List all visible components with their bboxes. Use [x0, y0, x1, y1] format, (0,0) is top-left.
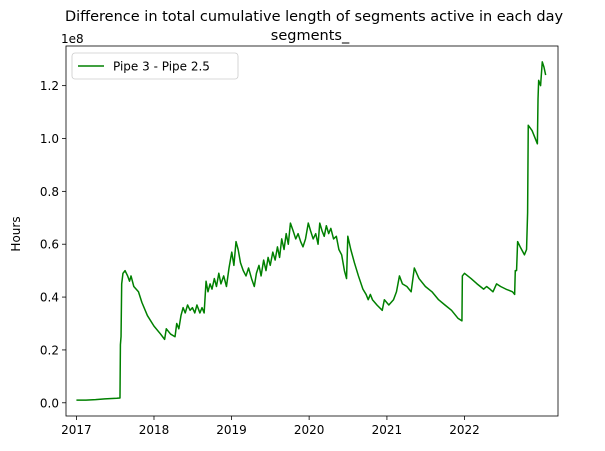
x-tick-label: 2018	[139, 423, 170, 437]
legend-label: Pipe 3 - Pipe 2.5	[113, 60, 210, 74]
y-tick-label: 1.0	[40, 132, 59, 146]
series-line-pipe3-minus-pipe2-5	[76, 61, 547, 401]
y-offset-label: 1e8	[61, 32, 84, 46]
legend-box	[71, 52, 239, 80]
x-axis-ticks: 2017 2018 2019 2020 2021 2022	[61, 416, 480, 437]
x-tick-label: 2022	[449, 423, 480, 437]
x-tick-label: 2017	[61, 423, 92, 437]
y-tick-label: 0.4	[40, 291, 59, 305]
x-tick-label: 2021	[372, 423, 403, 437]
y-tick-label: 1.2	[40, 79, 59, 93]
chart-title-line2: segments_	[271, 28, 350, 44]
y-axis-ticks: 0.0 0.2 0.4 0.6 0.8 1.0 1.2	[40, 79, 66, 410]
y-tick-label: 0.0	[40, 396, 59, 410]
chart-title: Difference in total cumulative length of…	[65, 9, 564, 25]
plot-frame	[65, 45, 559, 417]
y-axis-label: Hours	[9, 216, 23, 251]
plot-area	[76, 61, 547, 401]
legend: Pipe 3 - Pipe 2.5	[71, 52, 239, 80]
y-tick-label: 0.2	[40, 343, 59, 357]
x-tick-label: 2019	[216, 423, 247, 437]
x-tick-label: 2020	[294, 423, 325, 437]
y-tick-label: 0.8	[40, 185, 59, 199]
y-tick-label: 0.6	[40, 238, 59, 252]
